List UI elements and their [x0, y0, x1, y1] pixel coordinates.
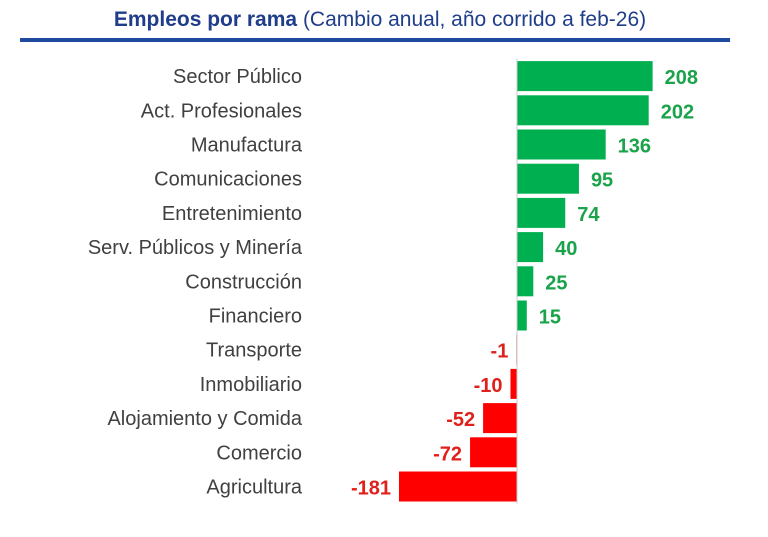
- bar-4: [517, 197, 566, 228]
- value-label: -181: [351, 478, 391, 500]
- value-label: 15: [539, 307, 561, 329]
- category-label: Manufactura: [191, 135, 303, 157]
- value-label: -10: [474, 375, 503, 397]
- bar-6: [517, 266, 534, 297]
- bar-0: [517, 61, 653, 92]
- category-label: Comunicaciones: [154, 169, 302, 191]
- bar-7: [517, 300, 527, 331]
- bar-1: [517, 95, 649, 126]
- category-label: Inmobiliario: [200, 374, 302, 396]
- chart-title-main: Empleos por rama: [113, 8, 298, 31]
- value-label: -72: [433, 443, 462, 465]
- category-label: Transporte: [206, 340, 302, 362]
- category-label: Serv. Públicos y Minería: [88, 237, 303, 259]
- category-label: Comercio: [216, 442, 302, 464]
- category-label: Agricultura: [206, 477, 302, 499]
- bar-5: [517, 232, 544, 263]
- value-label: 202: [661, 101, 694, 123]
- value-label: 136: [618, 136, 651, 158]
- value-label: 40: [555, 238, 577, 260]
- value-label: -52: [446, 409, 475, 431]
- bar-11: [470, 437, 517, 468]
- bar-3: [517, 163, 579, 194]
- bar-9: [510, 368, 517, 399]
- bar-10: [483, 403, 517, 434]
- value-label: 208: [665, 67, 698, 89]
- title-underline: [20, 38, 730, 42]
- value-label: 25: [545, 272, 567, 294]
- chart-subtitle: (Cambio anual, año corrido a feb-26): [302, 8, 647, 31]
- bar-2: [517, 129, 606, 160]
- category-label: Act. Profesionales: [141, 100, 302, 122]
- value-label: 74: [577, 204, 600, 226]
- category-label: Sector Público: [173, 66, 302, 88]
- value-label: -1: [491, 341, 509, 363]
- category-label: Construcción: [185, 271, 302, 293]
- chart-title: Empleos por rama (Cambio anual, año corr…: [0, 8, 760, 32]
- category-label: Alojamiento y Comida: [107, 408, 302, 430]
- category-label: Entretenimiento: [162, 203, 302, 225]
- category-label: Financiero: [209, 306, 302, 328]
- value-label: 95: [591, 170, 613, 192]
- bar-12: [398, 471, 517, 502]
